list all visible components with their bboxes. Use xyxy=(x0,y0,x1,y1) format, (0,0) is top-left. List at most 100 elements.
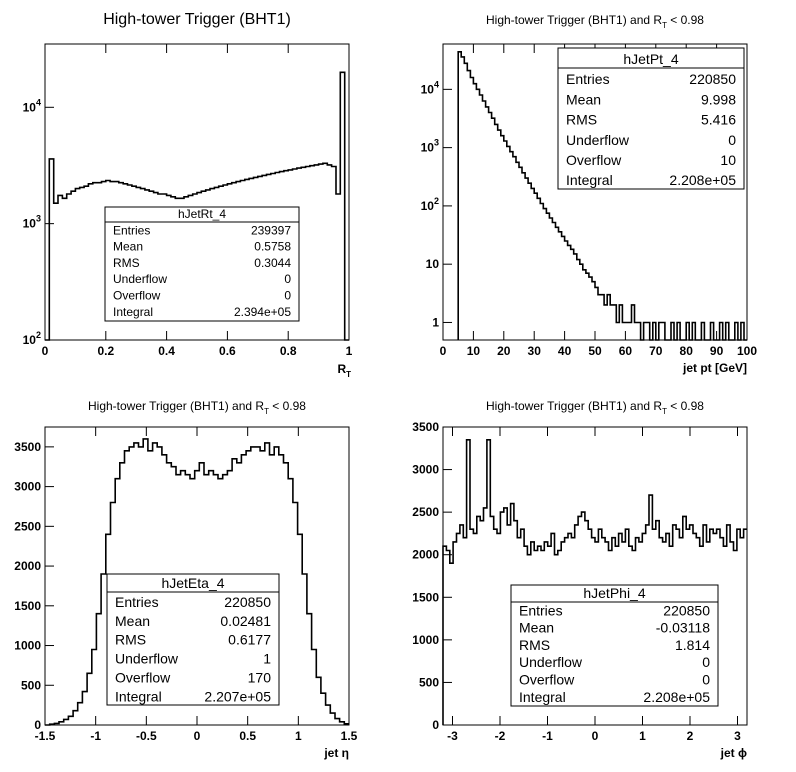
x-tick-label: 0 xyxy=(592,729,599,743)
y-tick-label: 2000 xyxy=(14,559,41,573)
stats-row-value: 2.208e+05 xyxy=(643,689,710,705)
stats-row-label: Integral xyxy=(115,688,162,704)
stats-row-label: RMS xyxy=(113,256,140,270)
stats-row-value: 1.814 xyxy=(675,637,710,653)
x-tick-label: 70 xyxy=(649,344,663,358)
y-tick-label: 104 xyxy=(23,97,41,114)
y-tick-label: 2500 xyxy=(14,519,41,533)
stats-row-label: Integral xyxy=(566,172,613,188)
x-tick-label: 20 xyxy=(497,344,511,358)
y-tick-label: 2000 xyxy=(412,548,439,562)
x-tick-label: 0.8 xyxy=(280,344,297,358)
stats-row-value: 220850 xyxy=(689,71,736,87)
y-tick-label: 2500 xyxy=(412,505,439,519)
stats-row-label: Entries xyxy=(519,602,563,618)
x-tick-label: 1 xyxy=(295,729,302,743)
stats-box: hJetPt_4 Entries 220850 Mean 9.998 RMS 5.416 Un… xyxy=(557,47,745,190)
stats-box-name: hJetEta_4 xyxy=(161,575,224,591)
stats-row-value: 0.3044 xyxy=(254,256,291,270)
chart-panel-3: High-tower Trigger (BHT1) and RT < 0.98 -… xyxy=(14,399,357,760)
x-tick-label: 40 xyxy=(558,344,572,358)
y-tick-label: 104 xyxy=(421,79,439,96)
x-axis-label: jet pt [GeV] xyxy=(682,361,747,375)
x-tick-label: 90 xyxy=(710,344,724,358)
x-tick-label: 0 xyxy=(194,729,201,743)
stats-row-label: RMS xyxy=(115,632,146,648)
stats-row-label: Integral xyxy=(519,689,566,705)
stats-row-label: Overflow xyxy=(566,152,622,168)
stats-row-value: 0 xyxy=(284,289,291,303)
stats-box: hJetRt_4 Entries 239397 Mean 0.5758 RMS 0.3044… xyxy=(104,206,300,322)
stats-row-value: 220850 xyxy=(224,594,271,610)
x-tick-label: 100 xyxy=(737,344,757,358)
chart-title: High-tower Trigger (BHT1) xyxy=(103,11,291,28)
stats-row-value: 0.5758 xyxy=(254,240,291,254)
x-tick-label: 1.5 xyxy=(341,729,358,743)
stats-row-value: 1 xyxy=(263,651,271,667)
x-tick-label: 2 xyxy=(687,729,694,743)
stats-row-label: RMS xyxy=(566,112,597,128)
stats-row-value: 2.208e+05 xyxy=(669,172,736,188)
stats-row-value: 0 xyxy=(702,654,710,670)
x-tick-label: 1 xyxy=(346,344,353,358)
y-tick-label: 0 xyxy=(432,718,439,732)
stats-row-value: 220850 xyxy=(663,602,710,618)
y-tick-label: 102 xyxy=(23,330,41,347)
stats-row-label: RMS xyxy=(519,637,550,653)
x-tick-label: 0.2 xyxy=(97,344,114,358)
histogram-series xyxy=(457,51,747,341)
stats-box-frame xyxy=(557,47,745,190)
y-tick-label: 3500 xyxy=(412,420,439,434)
stats-row-value: 0.6177 xyxy=(228,632,271,648)
stats-row-value: 2.394e+05 xyxy=(234,305,291,319)
x-tick-label: -0.5 xyxy=(136,729,157,743)
x-axis-label: jet ϕ xyxy=(720,746,747,760)
stats-row-label: Underflow xyxy=(113,272,167,286)
chart-title: High-tower Trigger (BHT1) and RT < 0.98 xyxy=(486,13,704,30)
plot-frame xyxy=(44,43,350,341)
chart-panel-4: High-tower Trigger (BHT1) and RT < 0.98 -… xyxy=(412,399,748,760)
stats-box-name: hJetRt_4 xyxy=(178,207,226,221)
x-tick-label: 50 xyxy=(588,344,602,358)
stats-row-label: Overflow xyxy=(113,289,161,303)
y-tick-label: 500 xyxy=(21,678,41,692)
stats-box-frame xyxy=(104,206,300,322)
stats-row-label: Mean xyxy=(113,240,143,254)
stats-row-label: Entries xyxy=(115,594,159,610)
chart-title: High-tower Trigger (BHT1) and RT < 0.98 xyxy=(486,399,704,416)
chart-panel-2: High-tower Trigger (BHT1) and RT < 0.98 0… xyxy=(421,13,758,375)
stats-row-label: Mean xyxy=(519,620,554,636)
stats-row-value: -0.03118 xyxy=(656,620,710,636)
histogram-series xyxy=(442,439,747,725)
stats-row-label: Underflow xyxy=(566,132,630,148)
y-tick-label: 103 xyxy=(421,138,439,155)
stats-row-label: Overflow xyxy=(519,672,575,688)
x-tick-label: 0 xyxy=(42,344,49,358)
y-tick-label: 500 xyxy=(419,675,439,689)
stats-box: hJetPhi_4 Entries 220850 Mean -0.03118 RMS 1.8… xyxy=(510,584,719,707)
y-tick-label: 3000 xyxy=(14,480,41,494)
x-tick-label: 80 xyxy=(680,344,694,358)
x-axis-label: RT xyxy=(337,362,351,379)
x-tick-label: -2 xyxy=(495,729,506,743)
x-axis-label: jet η xyxy=(323,746,349,760)
x-tick-label: 10 xyxy=(467,344,481,358)
stats-row-value: 2.207e+05 xyxy=(204,688,271,704)
y-tick-label: 1 xyxy=(432,315,439,329)
stats-box-frame xyxy=(510,584,719,707)
stats-row-value: 10 xyxy=(720,152,736,168)
stats-row-value: 0.02481 xyxy=(220,613,271,629)
stats-row-value: 5.416 xyxy=(701,112,736,128)
stats-row-label: Mean xyxy=(115,613,150,629)
chart-panel-1: High-tower Trigger (BHT1) 0 0.2 0.4 0.6 0.8 1 1… xyxy=(23,11,353,379)
stats-row-value: 0 xyxy=(702,672,710,688)
y-tick-label: 3500 xyxy=(14,440,41,454)
histogram-series xyxy=(45,71,349,341)
x-tick-label: 0 xyxy=(440,344,447,358)
stats-row-value: 9.998 xyxy=(701,91,736,107)
stats-box-frame xyxy=(106,573,280,706)
y-tick-label: 3000 xyxy=(412,463,439,477)
stats-row-label: Mean xyxy=(566,91,601,107)
